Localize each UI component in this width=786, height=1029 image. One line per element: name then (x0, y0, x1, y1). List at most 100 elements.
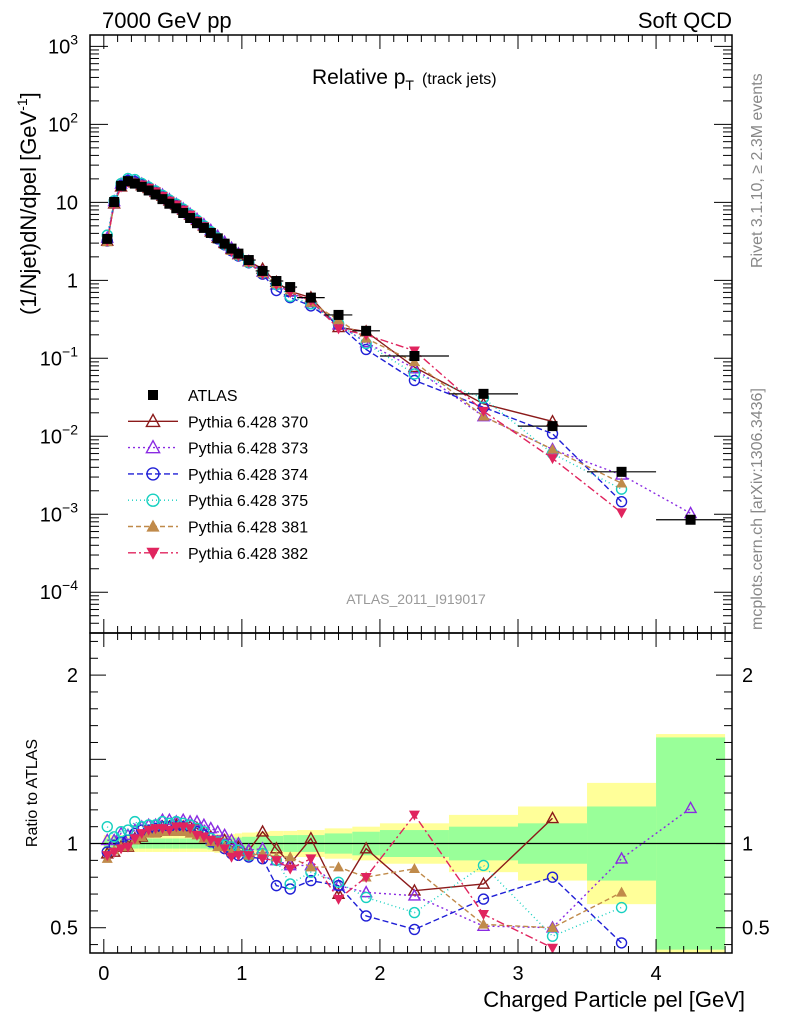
rivet-version-label: Rivet 3.1.10, ≥ 2.3M events (749, 73, 766, 268)
y-tick-label: 10−2 (40, 421, 78, 448)
data-point (305, 292, 316, 303)
ratio-series-6 (101, 810, 559, 953)
series-point (360, 343, 372, 356)
ratio-point (226, 852, 238, 863)
data-point (109, 197, 120, 208)
ratio-point (108, 847, 120, 858)
ratio-point (477, 918, 489, 929)
legend-entry: Pythia 6.428 374 (128, 467, 308, 484)
ratio-point (101, 820, 113, 833)
ratio-point (360, 872, 372, 883)
ratio-tick-label: 1 (67, 834, 78, 856)
series-point (408, 368, 421, 380)
legend-label: Pythia 6.428 373 (188, 441, 308, 458)
ratio-point (408, 863, 420, 874)
ratio-point (270, 856, 282, 867)
ratio-point (407, 888, 422, 901)
data-point (616, 466, 627, 477)
legend-marker (146, 467, 160, 481)
legend-marker (145, 439, 161, 454)
ratio-point (243, 851, 255, 862)
legend-marker (145, 412, 161, 428)
legend-label: Pythia 6.428 382 (188, 546, 308, 563)
ratio-point (408, 810, 420, 821)
series-point (616, 508, 628, 519)
ratio-point (255, 824, 270, 837)
ratio-point (304, 831, 318, 844)
data-point (129, 178, 140, 189)
x-tick-label: 0 (98, 963, 109, 985)
data-point (136, 181, 147, 192)
data-point (185, 212, 196, 223)
ratio-point (359, 841, 373, 854)
ratio-point (122, 842, 134, 853)
series-point (333, 324, 345, 335)
ratio-tick-label: 2 (67, 665, 78, 687)
ratio-point (332, 879, 345, 892)
data-point (143, 185, 154, 196)
series-1 (100, 174, 560, 427)
series-point (477, 406, 489, 417)
data-point (102, 233, 113, 244)
data-point (226, 243, 237, 254)
legend-label: Pythia 6.428 381 (188, 520, 308, 537)
legend-entry: Pythia 6.428 375 (128, 493, 308, 510)
ratio-point (190, 814, 204, 827)
y-tick-label: 103 (48, 31, 78, 58)
y-tick-label: 10−4 (40, 577, 78, 604)
ratio-point (136, 829, 148, 840)
series-point (615, 495, 628, 508)
x-tick-label: 2 (374, 963, 385, 985)
ratio-point (476, 876, 491, 889)
ratio-point (115, 844, 127, 855)
ratio-point (477, 910, 489, 921)
ratio-tick-label-right: 0.5 (742, 918, 770, 940)
y-tick-label: 1 (67, 270, 78, 292)
legend-marker (148, 390, 158, 400)
data-point (285, 282, 296, 293)
ratio-point (333, 861, 345, 872)
legend-entry: ATLAS (148, 388, 238, 405)
ratio-point (333, 894, 345, 905)
data-point (205, 227, 216, 238)
legend-entry: Pythia 6.428 370 (128, 412, 308, 431)
ratio-point (305, 854, 317, 865)
legend-label: Pythia 6.428 374 (188, 467, 308, 484)
legend-entry: Pythia 6.428 382 (128, 546, 308, 563)
ratio-tick-label: 0.5 (50, 918, 78, 940)
data-point (233, 248, 244, 259)
data-point (478, 388, 489, 399)
ratio-point (184, 824, 196, 835)
ratio-y-axis-label: Ratio to ATLAS (24, 739, 41, 847)
y-axis-label: (1/Njet)dN/dpel [GeV-1] (14, 92, 41, 315)
ratio-point (546, 871, 559, 883)
ratio-point (545, 811, 560, 824)
ratio-point (224, 832, 239, 846)
ratio-point (332, 876, 345, 888)
beam-label: 7000 GeV pp (102, 8, 232, 33)
mcplots-label: mcplots.cern.ch [arXiv:1306.3436] (749, 388, 766, 630)
data-point (192, 218, 202, 229)
legend-label: Pythia 6.428 375 (188, 493, 308, 510)
y-tick-label: 10 (56, 192, 78, 214)
y-tick-label: 10−1 (40, 343, 78, 370)
ratio-point (616, 886, 628, 897)
ratio-point (101, 851, 113, 862)
x-tick-label: 1 (236, 963, 247, 985)
data-point (361, 325, 372, 336)
legend-label: Pythia 6.428 370 (188, 414, 308, 431)
ratio-point (305, 874, 317, 887)
data-point (198, 222, 209, 233)
series-line (106, 178, 691, 514)
plot-title-sub: T (405, 77, 414, 93)
ratio-point (683, 800, 698, 814)
ratio-point (407, 883, 422, 896)
ratio-point (163, 825, 175, 836)
ratio-point (547, 943, 559, 953)
plot-title: Relative pT (track jets) (312, 66, 497, 93)
main-panel-frame (89, 34, 733, 634)
ratio-point (477, 893, 490, 905)
ratio-point (143, 825, 155, 836)
ratio-point (284, 851, 296, 862)
